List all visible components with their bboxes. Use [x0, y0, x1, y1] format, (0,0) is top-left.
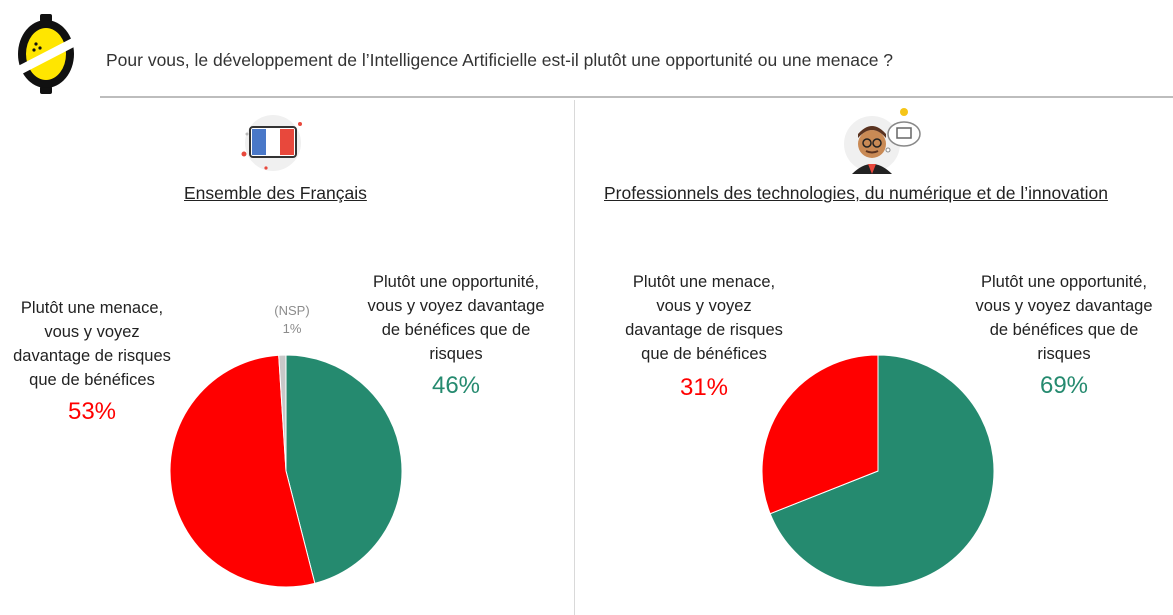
label-line: vous y voyez davantage [975, 297, 1153, 315]
tech-professional-icon [844, 108, 921, 174]
label-line: 1% [282, 321, 302, 336]
label-line: Plutôt une menace, [20, 299, 164, 317]
pie-slice-1 [761, 354, 879, 515]
label-line: vous y voyez [44, 323, 140, 341]
label-line: que de bénéfices [641, 345, 767, 363]
label-line: de bénéfices que de [381, 321, 531, 339]
panel-title-francais: Ensemble des Français [184, 183, 367, 203]
brand-logo [18, 14, 76, 94]
label-opportunite: Plutôt une opportunité, vous y voyez dav… [350, 270, 562, 366]
label-opportunite: Plutôt une opportunité, vous y voyez dav… [958, 270, 1170, 366]
label-line: que de bénéfices [29, 371, 155, 389]
label-line: davantage de risques [13, 347, 171, 365]
label-menace: Plutôt une menace, vous y voyez davantag… [602, 270, 806, 366]
label-line: davantage de risques [625, 321, 783, 339]
pie-slice-2 [278, 354, 287, 472]
pie-slice-1 [169, 354, 316, 588]
label-line: risques [429, 345, 483, 363]
label-nsp: (NSP) 1% [262, 302, 322, 338]
label-line: Plutôt une menace, [632, 273, 776, 291]
pct-opportunite: 46% [431, 372, 481, 399]
label-menace: Plutôt une menace, vous y voyez davantag… [0, 296, 184, 392]
pie-chart-professionnels [761, 354, 995, 588]
pie-slice-0 [769, 354, 995, 588]
header-divider [100, 96, 1173, 98]
pct-opportunite: 69% [1039, 372, 1089, 399]
pie-chart-francais [169, 354, 403, 588]
label-line: risques [1037, 345, 1091, 363]
label-line: de bénéfices que de [989, 321, 1139, 339]
french-flag-icon [241, 115, 302, 171]
label-line: (NSP) [274, 303, 310, 318]
pct-menace: 31% [679, 374, 729, 401]
label-line: Plutôt une opportunité, [372, 273, 540, 291]
label-line: Plutôt une opportunité, [980, 273, 1148, 291]
label-line: vous y voyez davantage [367, 297, 545, 315]
survey-question: Pour vous, le développement de l’Intelli… [106, 50, 894, 70]
pct-menace: 53% [67, 398, 117, 425]
panel-title-professionnels: Professionnels des technologies, du numé… [604, 183, 1108, 203]
label-line: vous y voyez [656, 297, 752, 315]
pie-slice-0 [285, 354, 403, 584]
panel-divider [574, 100, 575, 615]
